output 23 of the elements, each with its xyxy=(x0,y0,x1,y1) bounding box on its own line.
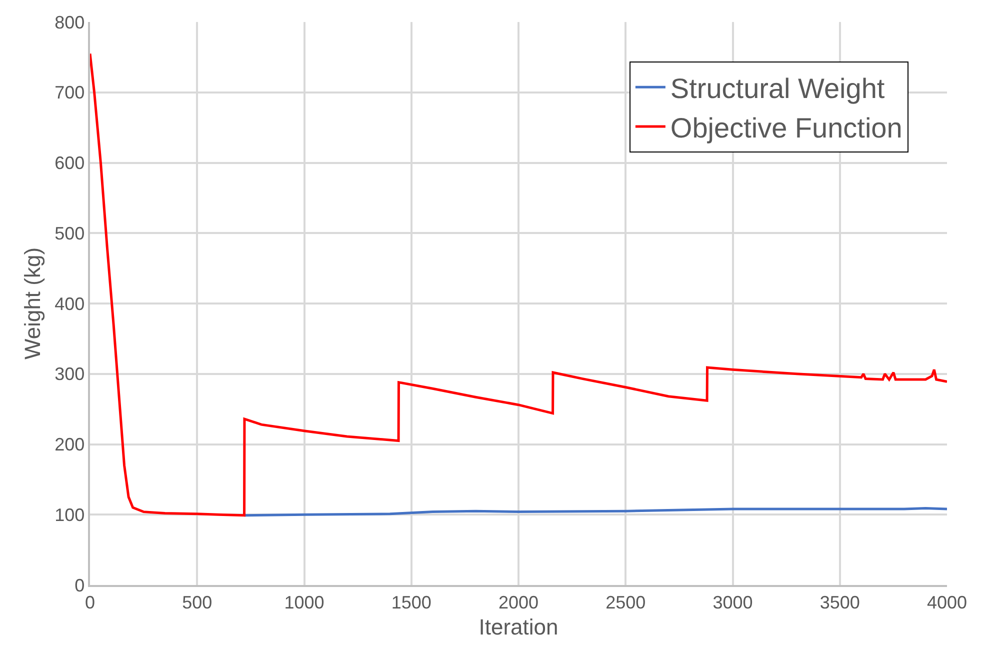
y-tick-label: 700 xyxy=(54,82,85,103)
x-tick-label: 2500 xyxy=(606,592,646,612)
x-tick-label: 4000 xyxy=(926,592,968,612)
x-tick-label: 1000 xyxy=(284,592,324,612)
y-tick-label: 600 xyxy=(54,153,85,174)
y-tick-label: 300 xyxy=(54,364,85,384)
y-tick-label: 0 xyxy=(74,575,85,596)
y-tick-label: 200 xyxy=(54,434,85,455)
y-axis-title: Weight (kg) xyxy=(20,247,45,360)
y-tick-label: 400 xyxy=(54,294,85,314)
legend-label: Objective Function xyxy=(670,112,902,144)
line-series xyxy=(243,507,947,517)
y-tick-label: 500 xyxy=(54,223,85,244)
line-series xyxy=(90,52,947,517)
y-tick-label: 100 xyxy=(54,504,85,525)
x-tick-label: 2000 xyxy=(498,592,539,612)
x-tick-label: 3500 xyxy=(820,592,860,612)
x-axis-title: Iteration xyxy=(478,614,558,640)
x-tick-label: 1500 xyxy=(391,592,432,612)
x-tick-label: 500 xyxy=(182,592,212,612)
x-tick-label: 3000 xyxy=(712,592,753,612)
legend-label: Structural Weight xyxy=(670,73,885,104)
y-tick-label: 800 xyxy=(54,12,85,32)
